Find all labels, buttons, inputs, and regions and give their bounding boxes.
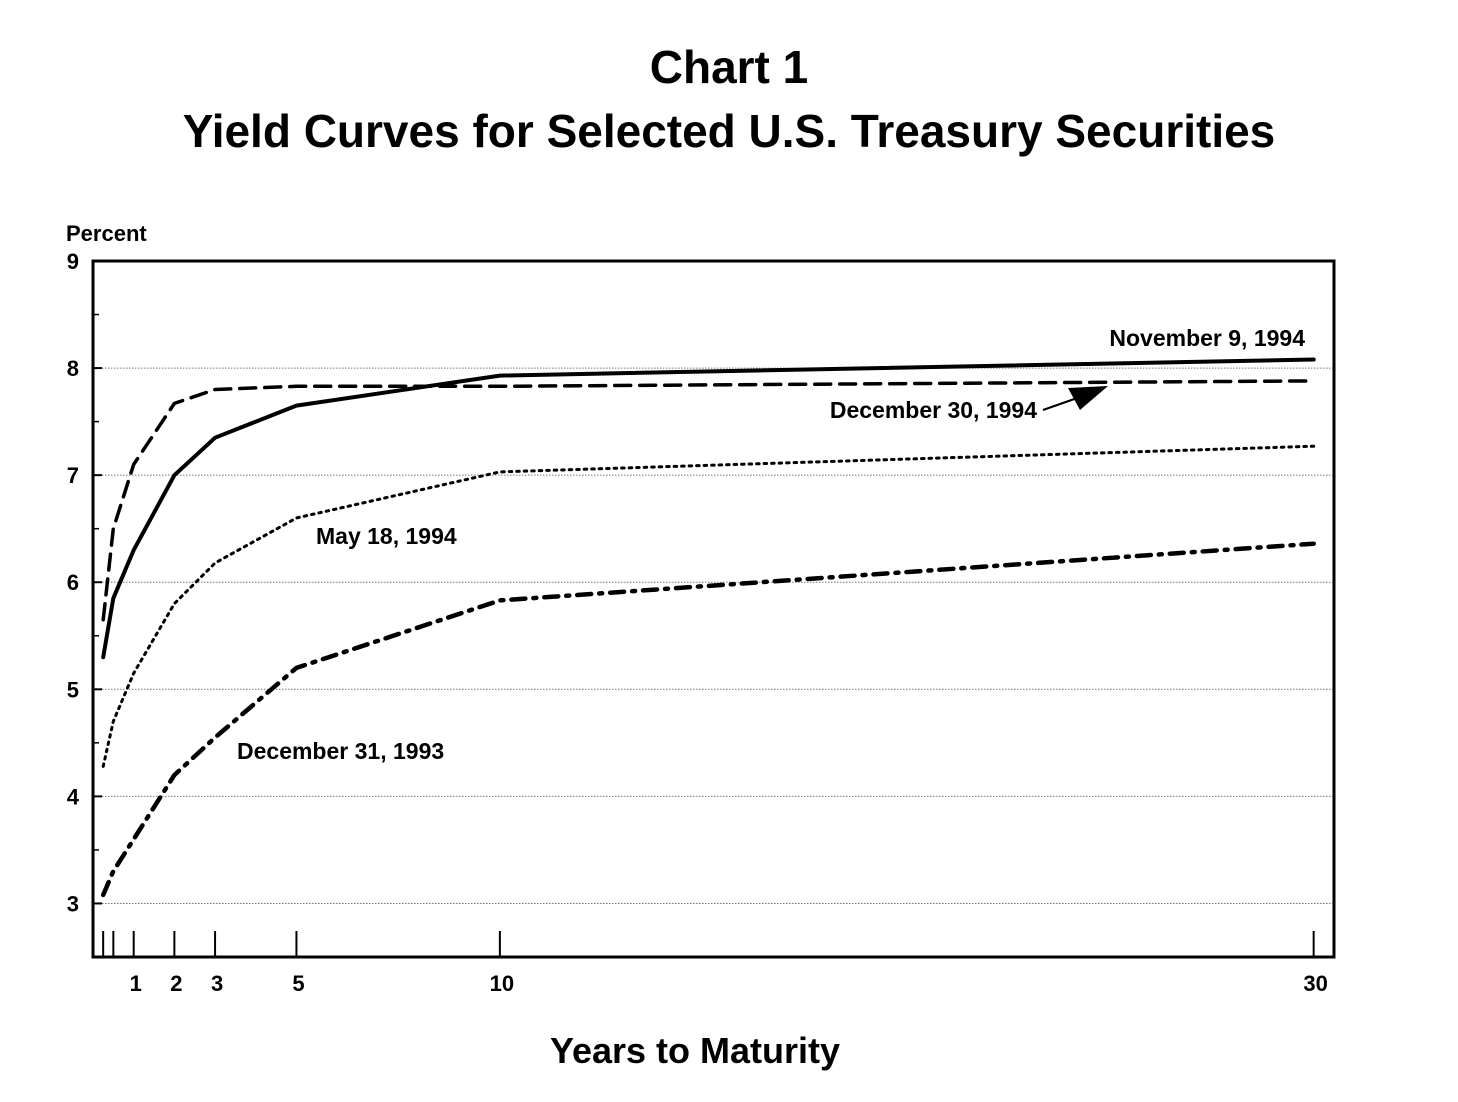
y-tick-label: 4 — [67, 784, 80, 809]
series-line-1 — [101, 379, 1316, 622]
series-line-3 — [100, 541, 1316, 898]
chart-subtitle: Yield Curves for Selected U.S. Treasury … — [182, 105, 1276, 157]
x-tick-label: 30 — [1303, 971, 1327, 996]
x-tick-label: 2 — [170, 971, 182, 996]
x-axis: 1 2 3 5 10 30 — [102, 931, 1328, 996]
series-label-2: May 18, 1994 — [316, 523, 457, 549]
series-label-0: November 9, 1994 — [1109, 325, 1305, 351]
y-tick-label: 3 — [67, 891, 79, 916]
grid-lines — [93, 367, 1334, 904]
series-annotations: November 9, 1994 December 30, 1994 May 18,… — [237, 325, 1305, 764]
x-tick-label: 1 — [130, 971, 142, 996]
series-label-3: December 31, 1993 — [237, 738, 444, 764]
y-tick-label: 6 — [67, 570, 79, 595]
chart-title: Chart 1 — [649, 41, 809, 93]
series-line-0 — [101, 357, 1316, 660]
y-tick-label: 7 — [67, 463, 79, 488]
series-label-1: December 30, 1994 — [830, 397, 1037, 423]
y-axis-label: Percent — [66, 221, 147, 246]
annotation-arrow-line — [1042, 396, 1081, 411]
annotation-arrow-head — [1068, 386, 1108, 410]
y-tick-label: 9 — [67, 249, 79, 274]
series-lines — [100, 357, 1316, 898]
y-tick-label: 8 — [67, 356, 79, 381]
x-tick-label: 5 — [292, 971, 304, 996]
x-axis-label: Years to Maturity — [549, 1030, 841, 1071]
series-line-2 — [101, 444, 1316, 768]
x-tick-label: 10 — [490, 971, 514, 996]
plot-frame — [91, 259, 1336, 959]
x-tick-label: 3 — [211, 971, 223, 996]
y-axis: 3 4 5 6 7 8 9 — [67, 249, 102, 916]
y-tick-label: 5 — [67, 677, 79, 702]
